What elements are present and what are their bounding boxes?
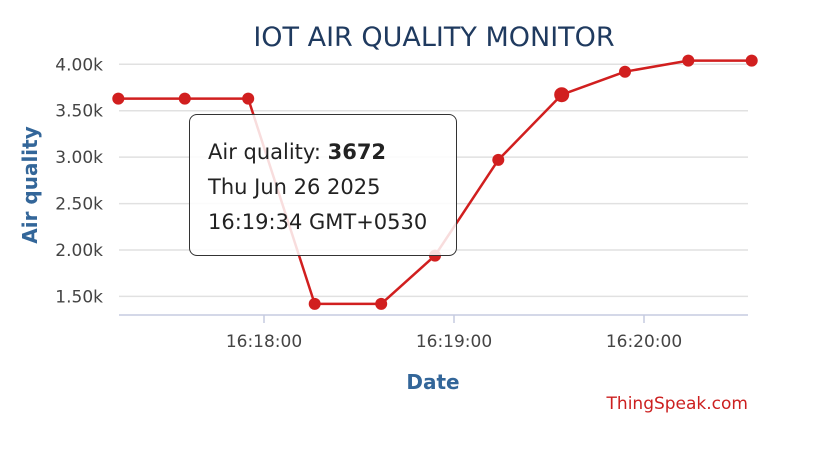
data-point[interactable]	[308, 297, 321, 310]
y-tick-label: 3.50k	[55, 102, 103, 122]
data-point[interactable]	[112, 92, 125, 105]
y-tick-label: 2.00k	[55, 241, 103, 261]
tooltip-date: Thu Jun 26 2025	[208, 175, 381, 199]
x-tick-label: 16:18:00	[226, 332, 302, 352]
data-point[interactable]	[178, 92, 191, 105]
data-point-highlighted[interactable]	[554, 87, 570, 103]
y-axis-ticks: 1.50k 2.00k 2.50k 3.00k 3.50k 4.00k	[55, 55, 103, 307]
thingspeak-credit-link[interactable]: ThingSpeak.com	[606, 394, 748, 414]
tooltip-value: 3672	[327, 140, 387, 164]
data-point[interactable]	[242, 92, 255, 105]
tooltip: Air quality: 3672 Thu Jun 26 2025 16:19:…	[189, 114, 457, 256]
y-tick-label: 2.50k	[55, 195, 103, 215]
x-axis-ticks: 16:18:00 16:19:00 16:20:00	[226, 315, 682, 352]
y-axis-title: Air quality	[18, 126, 42, 244]
data-point[interactable]	[492, 153, 505, 166]
data-point[interactable]	[375, 297, 388, 310]
tooltip-time: 16:19:34 GMT+0530	[208, 210, 428, 234]
x-axis-title: Date	[406, 370, 459, 394]
tooltip-label: Air quality:	[208, 140, 321, 164]
chart-title: IOT AIR QUALITY MONITOR	[253, 22, 614, 53]
data-point[interactable]	[745, 54, 758, 67]
x-tick-label: 16:19:00	[416, 332, 492, 352]
y-tick-label: 3.00k	[55, 148, 103, 168]
y-tick-label: 4.00k	[55, 55, 103, 75]
x-tick-label: 16:20:00	[606, 332, 682, 352]
data-point[interactable]	[682, 54, 695, 67]
y-tick-label: 1.50k	[55, 287, 103, 307]
data-point[interactable]	[619, 65, 631, 78]
tooltip-value-line: Air quality: 3672	[208, 135, 456, 170]
